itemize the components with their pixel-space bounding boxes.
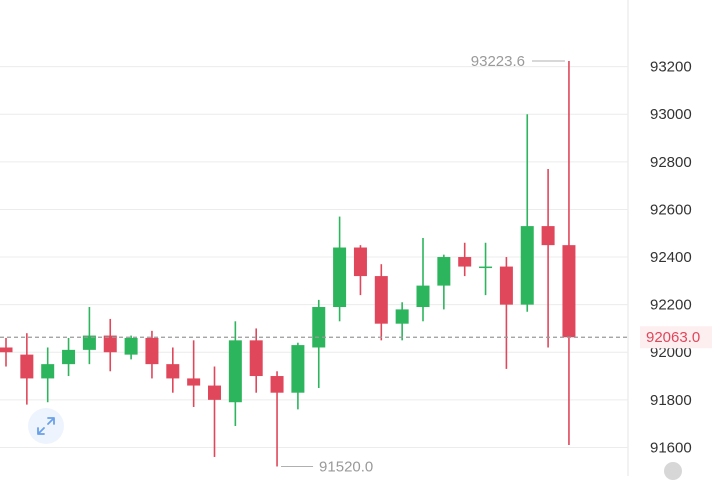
current-price-tag [640,326,712,349]
candle [562,61,576,446]
candle-body [208,385,221,400]
candle-body [187,378,201,386]
scroll-indicator[interactable] [664,462,682,480]
expand-button[interactable] [28,408,64,444]
candle-body [82,335,96,350]
candle [82,307,96,365]
candle-body [374,276,388,324]
candle-body [291,345,305,393]
candle-body [62,349,76,365]
candle [520,114,534,312]
low-annotation: 91520.0 [319,458,373,475]
y-tick-label: 92600 [650,201,692,218]
candle [187,340,201,407]
candle [291,342,305,410]
candle-body [437,257,451,286]
candle-body [353,247,367,277]
candle-body [333,247,347,308]
candle [166,347,180,393]
candle-body [270,376,284,393]
y-tick-label: 93200 [650,59,692,76]
candle-body [41,364,55,379]
y-axis: 91600 91800 92000 92200 92400 92600 92800 93000… [650,59,692,457]
candle [62,337,76,377]
candle [479,242,493,296]
candle [0,337,13,367]
candle-body [499,266,513,305]
expand-arrows-icon [37,417,55,435]
candle-body [124,337,138,355]
current-price-label: 92063.0 [646,329,700,346]
candle [145,330,159,379]
candle [353,245,367,296]
candle-body [562,245,576,338]
candle [208,366,221,457]
candle-body [416,285,430,308]
candle [270,371,284,467]
candle-body [228,340,242,403]
candle [103,318,117,372]
candle [437,254,451,310]
candle [333,216,347,322]
candle [312,299,326,388]
candle [458,242,472,277]
candle [249,328,263,393]
candle [416,238,430,322]
candle [124,335,138,360]
candle [20,333,34,405]
y-tick-label: 93000 [650,106,692,123]
y-tick-label: 92400 [650,249,692,266]
candle [395,302,409,341]
y-tick-label: 92800 [650,154,692,171]
candle [541,168,555,348]
candle-body [145,337,159,365]
candle-body [249,340,263,377]
candles [0,61,576,467]
y-tick-label: 91800 [650,392,692,409]
candle-body [479,266,493,269]
candle-body [395,309,409,324]
candle-body [0,347,13,353]
candle [374,264,388,341]
high-annotation: 93223.6 [471,53,525,70]
candle-body [166,364,180,379]
candle-body [541,226,555,246]
candle-body [520,226,534,305]
grid-lines [0,66,628,448]
y-tick-label: 92200 [650,297,692,314]
candle [41,347,55,403]
candle-body [458,257,472,267]
y-tick-label: 91600 [650,439,692,456]
candle [228,321,242,427]
candle-body [20,354,34,379]
candle [499,257,513,369]
candle-body [103,335,117,353]
y-tick-label: 92000 [650,344,692,361]
candle-body [312,307,326,348]
